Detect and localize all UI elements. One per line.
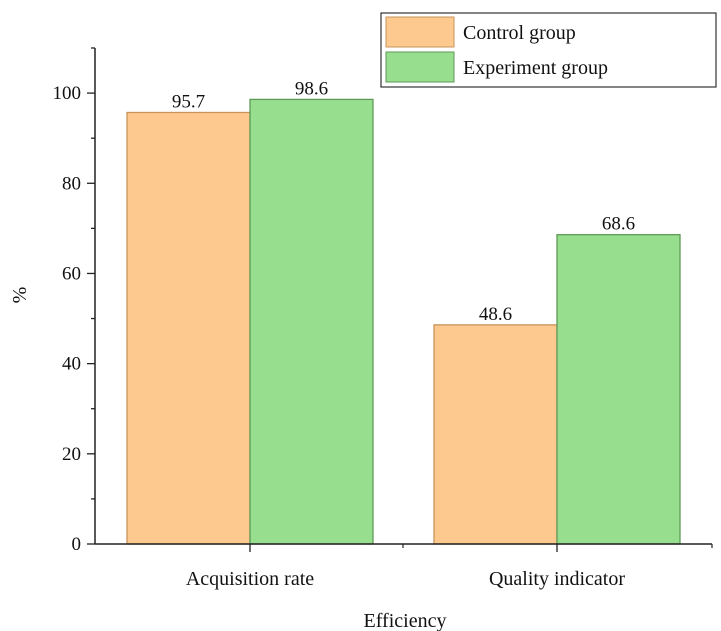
y-tick-label-100: 100 [53,83,82,104]
legend-label-control: Control group [463,22,576,44]
legend-label-experiment: Experiment group [463,57,608,79]
y-axis-title: % [9,287,31,304]
x-tick-label-2: Quality indicator [489,568,625,590]
legend: Control group Experiment group [380,12,717,88]
bar-control-1 [126,111,251,545]
y-tick-label-40: 40 [62,354,81,375]
bars-group: 95.7 98.6 48.6 68.6 [126,78,681,545]
x-tick-label-1: Acquisition rate [186,568,314,590]
data-label-control-2: 48.6 [479,304,512,325]
legend-swatch-experiment [385,51,455,83]
bar-control-2 [433,324,558,545]
data-label-experiment-2: 68.6 [602,214,635,235]
y-tick-label-20: 20 [62,444,81,465]
y-tick-label-0: 0 [72,534,82,555]
data-label-control-1: 95.7 [172,91,205,112]
legend-swatch-control [385,16,455,48]
y-tick-label-60: 60 [62,263,81,284]
bar-experiment-1 [249,98,374,545]
axes-group: 0 20 40 60 80 100 Acquisition rate Quality indi… [53,47,713,590]
y-tick-label-80: 80 [62,173,81,194]
x-axis-title: Efficiency [364,610,447,631]
data-label-experiment-1: 98.6 [295,78,328,99]
bar-experiment-2 [556,234,681,545]
